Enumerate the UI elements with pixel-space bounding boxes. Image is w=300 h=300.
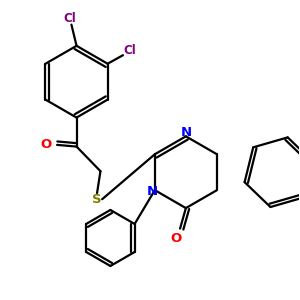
Text: S: S [92,193,102,206]
Text: N: N [146,185,158,198]
Text: Cl: Cl [63,12,76,25]
Text: N: N [181,126,192,139]
Text: Cl: Cl [123,44,136,57]
Text: O: O [170,232,181,245]
Text: O: O [40,138,51,152]
